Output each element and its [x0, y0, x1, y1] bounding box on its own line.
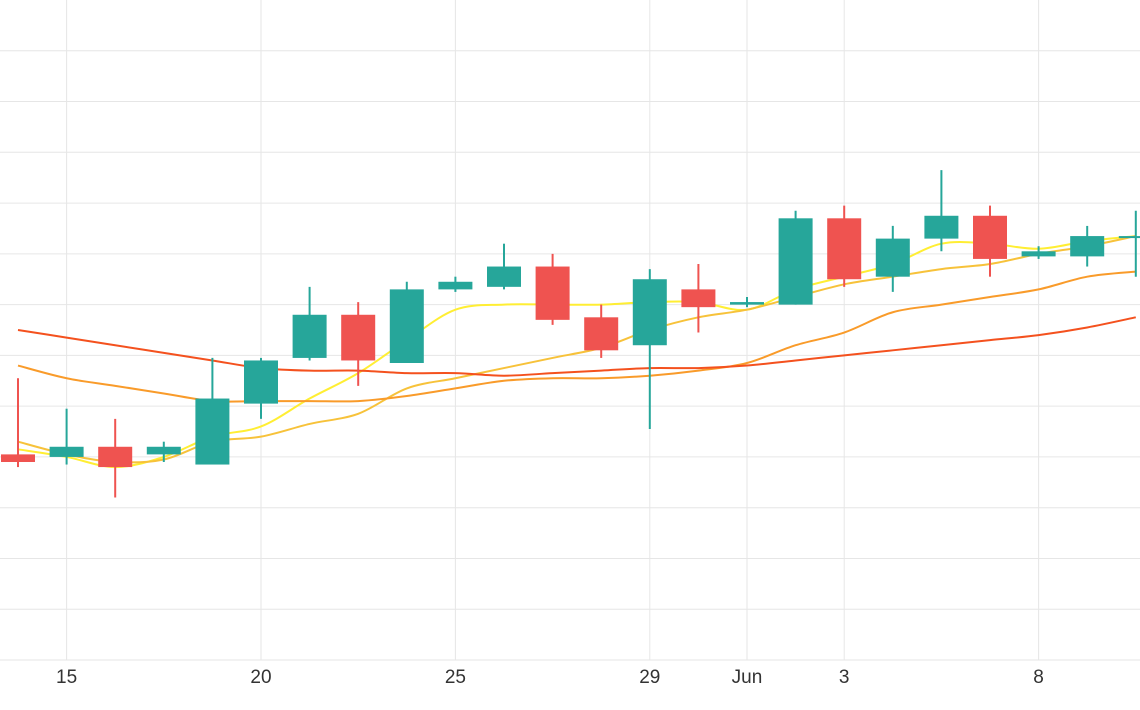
candle-up	[49, 408, 84, 465]
candle-down	[681, 264, 716, 333]
candle-body	[195, 398, 230, 465]
candle-body	[681, 289, 716, 308]
candle-body	[341, 314, 376, 361]
x-tick-label: 29	[639, 667, 660, 688]
candle-body	[973, 215, 1007, 259]
candle-up	[244, 357, 278, 419]
candle-body	[1021, 251, 1056, 257]
candle-up	[924, 170, 959, 252]
candle-up	[1021, 246, 1056, 259]
candle-up	[875, 225, 910, 292]
moving-average-lines	[17, 235, 1137, 469]
x-tick-label: Jun	[732, 667, 763, 688]
candle-body	[730, 302, 764, 305]
moving-average-line-2	[17, 235, 1137, 464]
candle-body	[1, 454, 35, 462]
candle-body	[632, 279, 667, 346]
candle-body	[438, 281, 473, 290]
candle-body	[487, 266, 521, 287]
candle-body	[875, 238, 910, 277]
candle-up	[292, 286, 327, 361]
x-tick-label: 20	[250, 667, 271, 688]
candle-body	[244, 360, 278, 404]
candle-body	[1118, 236, 1140, 239]
candle-up	[389, 281, 424, 363]
candle-body	[535, 266, 570, 320]
x-gridlines	[66, 0, 1040, 660]
x-tick-label: 8	[1033, 667, 1044, 688]
candle-down	[584, 304, 619, 358]
candle-up	[1118, 210, 1140, 277]
candle-down	[341, 302, 376, 386]
candle-body	[584, 317, 619, 351]
candle-body	[98, 446, 133, 468]
candle-down	[973, 205, 1007, 277]
moving-average-line-1	[17, 235, 1136, 469]
candle-up	[730, 297, 764, 308]
candle-up	[632, 269, 667, 429]
candle-body	[146, 446, 181, 455]
candle-body	[827, 218, 862, 280]
candle-up	[438, 276, 473, 292]
candle-down	[1, 378, 35, 468]
candle-body	[292, 314, 327, 358]
candle-body	[1070, 236, 1105, 257]
candle-down	[827, 205, 862, 287]
candle-down	[535, 253, 570, 325]
x-tick-label: 25	[445, 667, 466, 688]
x-tick-label: 3	[839, 667, 850, 688]
candle-body	[778, 218, 813, 305]
candle-up	[195, 357, 230, 465]
candle-body	[49, 446, 84, 457]
candle-up	[1070, 225, 1105, 267]
candle-down	[98, 418, 133, 498]
candle-up	[487, 243, 521, 290]
candles	[1, 170, 1140, 498]
candle-body	[389, 289, 424, 363]
candle-up	[146, 441, 181, 462]
candle-up	[778, 210, 813, 305]
x-axis-ticks: 15 20 25 29 Jun 3 8	[56, 667, 1044, 688]
moving-average-line-3	[17, 270, 1136, 403]
x-tick-label: 15	[56, 667, 77, 688]
candle-body	[924, 215, 959, 239]
moving-average-line-4	[17, 316, 1137, 377]
